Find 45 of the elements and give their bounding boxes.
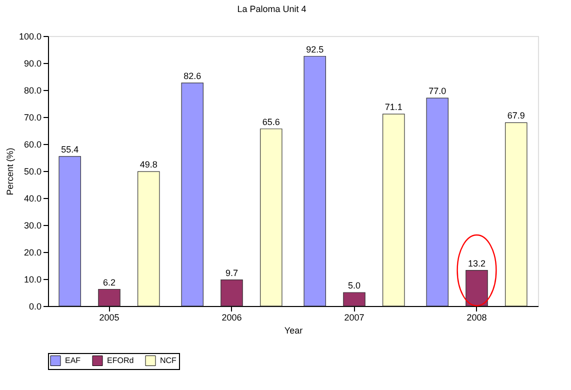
bar xyxy=(220,280,243,306)
bar xyxy=(466,270,488,306)
data-label: 67.9 xyxy=(507,110,525,121)
data-label: 9.7 xyxy=(225,268,238,278)
legend-label: EFORd xyxy=(107,356,134,365)
legend-label: NCF xyxy=(160,356,177,365)
y-tick-label: 100.0 xyxy=(18,32,42,42)
y-tick-label: 40.0 xyxy=(24,194,42,204)
bar xyxy=(138,171,160,306)
y-tick-label: 90.0 xyxy=(24,58,42,68)
data-label: 77.0 xyxy=(428,86,446,96)
legend-label: EAF xyxy=(65,356,81,365)
x-tick-label: 2006 xyxy=(222,312,242,322)
x-tick-label: 2005 xyxy=(99,312,120,322)
bar xyxy=(58,156,81,306)
x-tick-label: 2008 xyxy=(466,312,487,322)
bar xyxy=(505,122,528,306)
y-tick-label: 20.0 xyxy=(24,248,42,258)
y-tick-label: 80.0 xyxy=(24,86,42,96)
data-label: 65.6 xyxy=(262,116,280,127)
y-tick-label: 10.0 xyxy=(24,274,42,284)
data-label: 82.6 xyxy=(184,70,202,81)
y-tick-label: 0.0 xyxy=(28,302,42,312)
bar xyxy=(98,288,120,306)
data-label: 71.1 xyxy=(384,102,402,112)
x-tick-label: 2007 xyxy=(344,312,364,322)
data-label: 55.4 xyxy=(61,144,79,154)
y-tick-label: 50.0 xyxy=(24,166,42,176)
y-axis-title: Percent (%) xyxy=(4,148,15,196)
y-tick-label: 30.0 xyxy=(24,220,42,230)
data-label: 6.2 xyxy=(102,277,116,288)
bar xyxy=(260,128,282,306)
data-label: 49.8 xyxy=(140,160,158,170)
chart-title: La Paloma Unit 4 xyxy=(237,4,306,14)
bar xyxy=(382,114,405,306)
bar xyxy=(426,98,448,306)
x-axis-title: Year xyxy=(284,326,303,336)
y-tick-label: 60.0 xyxy=(24,140,42,150)
data-label: 13.2 xyxy=(468,258,486,268)
bar xyxy=(181,82,204,306)
data-label: 92.5 xyxy=(306,44,324,54)
bar xyxy=(304,56,326,306)
y-tick-label: 70.0 xyxy=(24,112,42,122)
bar xyxy=(343,292,366,306)
data-label: 5.0 xyxy=(348,280,361,290)
